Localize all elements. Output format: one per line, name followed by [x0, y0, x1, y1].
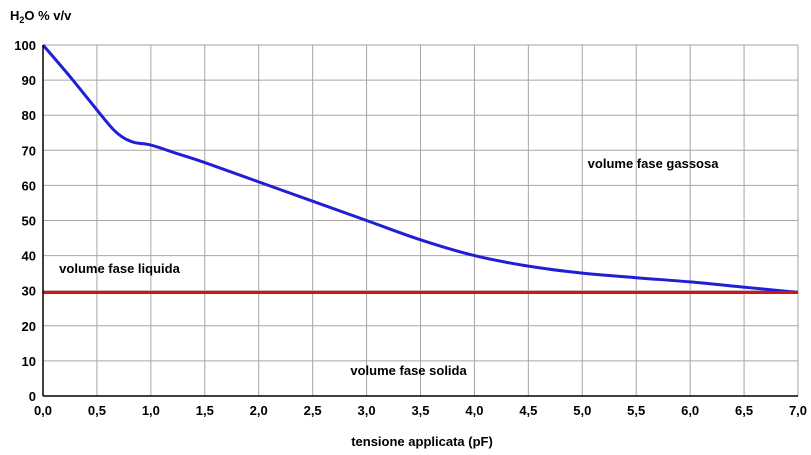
y-tick-label: 20 [22, 319, 36, 334]
x-tick-label: 7,0 [789, 403, 807, 418]
y-tick-label: 10 [22, 354, 36, 369]
y-tick-label: 60 [22, 178, 36, 193]
y-tick-labels: 0 10 20 30 40 50 60 70 80 90 100 [14, 38, 36, 404]
y-tick-label: 40 [22, 249, 36, 264]
series-line-blue [41, 44, 799, 294]
grid-lines [42, 44, 799, 397]
y-axis-label-subscript: 2 [19, 15, 24, 25]
x-tick-label: 1,5 [196, 403, 214, 418]
annotations: volume fase gassosa volume fase liquida vo… [59, 156, 719, 378]
y-tick-label: 90 [22, 73, 36, 88]
x-tick-label: 3,0 [358, 403, 376, 418]
x-tick-label: 1,0 [142, 403, 160, 418]
x-tick-label: 6,0 [681, 403, 699, 418]
series-layer [41, 44, 799, 294]
x-tick-labels: 0,0 0,5 1,0 1,5 2,0 2,5 3,0 3,5 4,0 4,5 5,0 5,5 6,0 6… [34, 403, 807, 418]
y-tick-label: 100 [14, 38, 36, 53]
x-tick-label: 6,5 [735, 403, 753, 418]
x-axis-label: tensione applicata (pF) [351, 434, 493, 449]
y-tick-label: 70 [22, 143, 36, 158]
y-tick-label: 30 [22, 284, 36, 299]
axes [42, 45, 798, 397]
annotation-label: volume fase solida [350, 363, 467, 378]
annotation-label: volume fase liquida [59, 261, 180, 276]
x-tick-label: 2,0 [250, 403, 268, 418]
annotation-label: volume fase gassosa [588, 156, 720, 171]
y-tick-label: 0 [29, 389, 36, 404]
x-tick-label: 4,0 [465, 403, 483, 418]
x-tick-label: 3,5 [411, 403, 429, 418]
x-tick-label: 5,5 [627, 403, 645, 418]
y-axis-label: H2O % v/v [10, 8, 72, 25]
x-tick-label: 0,5 [88, 403, 106, 418]
y-tick-label: 50 [22, 214, 36, 229]
x-tick-label: 5,0 [573, 403, 591, 418]
y-tick-label: 80 [22, 108, 36, 123]
x-tick-label: 4,5 [519, 403, 537, 418]
x-tick-label: 0,0 [34, 403, 52, 418]
x-tick-label: 2,5 [304, 403, 322, 418]
y-axis-label-part-1: H [10, 8, 19, 23]
y-axis-label-part-2: O % v/v [24, 8, 72, 23]
